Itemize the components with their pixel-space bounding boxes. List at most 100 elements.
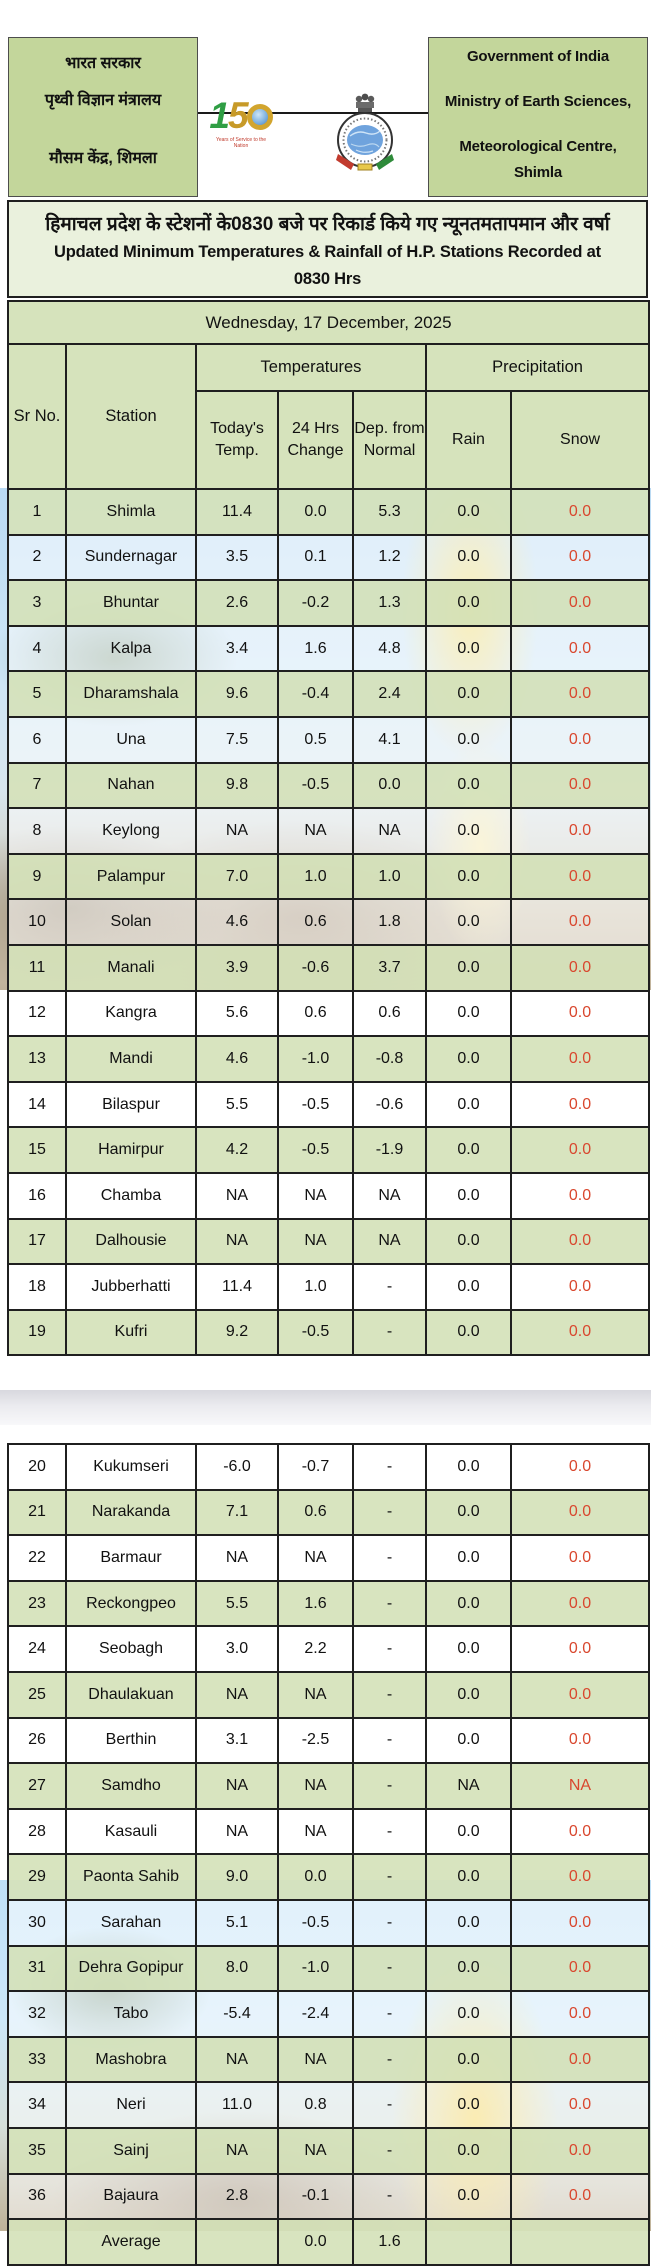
snow-cell: 0.0 — [509, 989, 651, 1038]
sr-cell: 16 — [7, 1171, 67, 1220]
dep-normal-cell: - — [352, 1443, 427, 1491]
snow-cell: 0.0 — [510, 1990, 650, 2038]
station-cell: Keylong — [65, 807, 197, 855]
table-row: 6 Una 7.5 0.5 4.1 0.0 0.0 — [7, 715, 651, 764]
dep-normal-cell: - — [352, 1990, 427, 2038]
snow-cell: 0.0 — [510, 2126, 650, 2175]
todays-temp-cell: NA — [195, 1217, 279, 1266]
snow-cell: 0.0 — [510, 1898, 650, 1947]
dep-normal-cell: - — [352, 1263, 427, 1311]
station-cell: Manali — [65, 943, 197, 992]
150-digits: 15 — [209, 96, 273, 136]
dep-normal-cell: - — [352, 1534, 427, 1582]
snow-cell — [510, 2218, 650, 2266]
todays-temp-cell: 11.4 — [195, 488, 279, 536]
snow-cell: 0.0 — [509, 898, 651, 946]
change-24h-cell: -0.2 — [277, 579, 354, 627]
change-24h-cell: NA — [277, 1171, 354, 1220]
change-24h-cell: NA — [277, 1217, 354, 1266]
dep-normal-cell: 4.8 — [352, 624, 427, 673]
dep-normal-cell: -1.9 — [352, 1126, 427, 1174]
dep-normal-cell: - — [352, 1807, 427, 1856]
change-24h-cell: 2.2 — [277, 1625, 354, 1673]
sr-cell: 19 — [7, 1308, 67, 1357]
dep-normal-cell: 0.6 — [352, 989, 427, 1038]
rain-cell: 0.0 — [425, 898, 512, 946]
rain-cell: 0.0 — [425, 1308, 512, 1357]
todays-temp-cell: 2.6 — [195, 579, 279, 627]
rain-cell: 0.0 — [425, 807, 512, 855]
snow-cell: 0.0 — [509, 579, 651, 627]
masthead-hindi-box: भारत सरकार पृथ्वी विज्ञान मंत्रालय मौसम … — [8, 37, 198, 197]
table-row: 19 Kufri 9.2 -0.5-0.0 0.0 — [7, 1308, 651, 1357]
sr-cell: 18 — [7, 1263, 67, 1311]
sr-cell: 13 — [7, 1035, 67, 1083]
change-24h-cell: NA — [277, 807, 354, 855]
imd-150-years-logo: 15 Years of Service to the Nation — [209, 96, 273, 162]
station-cell: Tabo — [65, 1990, 197, 2038]
station-cell: Sundernagar — [65, 533, 197, 582]
todays-temp-cell: 9.2 — [195, 1308, 279, 1357]
dep-normal-cell: - — [352, 1670, 427, 1719]
table-row: 36 Bajaura 2.8 -0.1-0.0 0.0 — [7, 2172, 650, 2221]
rain-cell: 0.0 — [425, 624, 512, 673]
snow-cell: 0.0 — [509, 1035, 651, 1083]
rain-cell: 0.0 — [425, 1898, 512, 1947]
header-sr-no: Sr No. — [7, 343, 67, 490]
change-24h-cell: NA — [277, 1807, 354, 1856]
dep-normal-cell: 1.3 — [352, 579, 427, 627]
ashoka-capital-icon — [355, 93, 375, 112]
sr-cell: 32 — [7, 1990, 67, 2038]
station-cell: Dhaulakuan — [65, 1670, 197, 1719]
todays-temp-cell — [195, 2218, 279, 2266]
station-cell: Shimla — [65, 488, 197, 536]
station-cell: Seobagh — [65, 1625, 197, 1673]
change-24h-cell: NA — [277, 2126, 354, 2175]
table-row: 22 Barmaur NA NA -0.0 0.0 — [7, 1534, 650, 1582]
rain-cell: 0.0 — [425, 1625, 512, 1673]
sr-cell: 10 — [7, 898, 67, 946]
table-row: 1 Shimla 11.4 0.0 5.3 0.0 0.0 — [7, 488, 651, 536]
rain-cell: 0.0 — [425, 533, 512, 582]
table-row: 26 Berthin 3.1 -2.5-0.0 0.0 — [7, 1716, 650, 1765]
table-row: 17 Dalhousie NA NA NA 0.0 0.0 — [7, 1217, 651, 1266]
dep-normal-cell: 1.2 — [352, 533, 427, 582]
dep-normal-cell: - — [352, 1944, 427, 1993]
change-24h-cell: -0.4 — [277, 670, 354, 718]
rain-cell: 0.0 — [425, 1126, 512, 1174]
snow-cell: 0.0 — [510, 1579, 650, 1628]
station-cell: Jubberhatti — [65, 1263, 197, 1311]
change-24h-cell: 1.6 — [277, 1579, 354, 1628]
rain-cell: 0.0 — [425, 670, 512, 718]
met-centre-line: Meteorological Centre, — [459, 138, 617, 155]
sr-cell: 12 — [7, 989, 67, 1038]
dep-normal-cell: 5.3 — [352, 488, 427, 536]
change-24h-cell: NA — [277, 2035, 354, 2084]
change-24h-cell: 0.0 — [277, 488, 354, 536]
todays-temp-cell: 5.5 — [195, 1579, 279, 1628]
table-row: 18 Jubberhatti 11.4 1.0-0.0 0.0 — [7, 1263, 651, 1311]
station-cell: Sarahan — [65, 1898, 197, 1947]
rain-cell: 0.0 — [425, 2126, 512, 2175]
sr-cell: 1 — [7, 488, 67, 536]
sr-cell: 34 — [7, 2081, 67, 2129]
change-24h-cell: -0.6 — [277, 943, 354, 992]
table-row: 29 Paonta Sahib 9.0 0.0-0.0 0.0 — [7, 1853, 650, 1901]
sr-cell: 24 — [7, 1625, 67, 1673]
change-24h-cell: 1.6 — [277, 624, 354, 673]
sr-cell: 5 — [7, 670, 67, 718]
sr-cell: 9 — [7, 852, 67, 901]
150-logo-caption: Years of Service to the Nation — [215, 137, 267, 149]
todays-temp-cell: -6.0 — [195, 1443, 279, 1491]
rain-cell: 0.0 — [425, 2035, 512, 2084]
snow-cell: 0.0 — [510, 1853, 650, 1901]
snow-cell: 0.0 — [510, 1807, 650, 1856]
change-24h-cell: NA — [277, 1762, 354, 1810]
change-24h-cell: -0.5 — [277, 1080, 354, 1129]
rain-cell: 0.0 — [425, 1171, 512, 1220]
rain-cell: 0.0 — [425, 1670, 512, 1719]
rain-cell: 0.0 — [425, 1443, 512, 1491]
header-temperatures-group: Temperatures — [195, 343, 427, 392]
table-row: 10 Solan 4.6 0.6 1.8 0.0 0.0 — [7, 898, 651, 946]
